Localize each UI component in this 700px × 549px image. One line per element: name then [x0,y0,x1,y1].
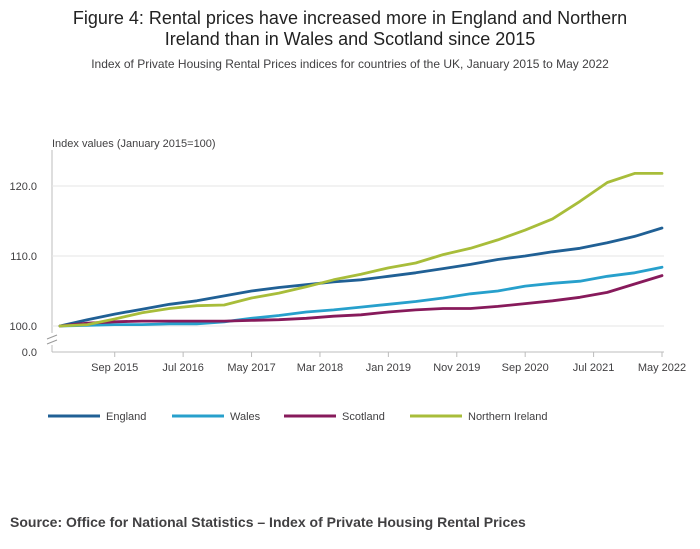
x-tick-label: Sep 2020 [502,362,549,374]
y-tick-label: 120.0 [9,181,37,193]
axis-break-mark [46,339,58,345]
x-tick-label: May 2022 [638,362,686,374]
x-tick-label: Jul 2021 [573,362,615,374]
legend-label-wales: Wales [230,411,261,423]
series-line-england [58,226,664,328]
legend-label-england: England [106,411,146,423]
x-tick-label: Sep 2015 [91,362,138,374]
x-tick-label: Jul 2016 [162,362,204,374]
series-line-northern-ireland [58,171,664,328]
x-tick-label: Nov 2019 [433,362,480,374]
series-line-scotland [58,274,664,328]
y-tick-label: 100.0 [9,321,37,333]
chart-title-line-2: Ireland than in Wales and Scotland since… [164,29,536,49]
x-tick-label: Jan 2019 [366,362,411,374]
legend-label-scotland: Scotland [342,411,385,423]
chart-subtitle: Index of Private Housing Rental Prices i… [91,57,609,71]
x-tick-label: Mar 2018 [297,362,343,374]
source-note: Source: Office for National Statistics –… [10,514,526,530]
y-tick-label: 0.0 [22,347,37,359]
y-tick-label: 110.0 [10,251,37,263]
legend-label-northern-ireland: Northern Ireland [468,411,548,423]
series-line-wales [58,265,664,328]
axis-break-mark [46,334,58,340]
chart-title: Figure 4: Rental prices have increased m… [0,8,700,50]
x-tick-label: May 2017 [227,362,275,374]
y-axis-label: Index values (January 2015=100) [52,138,216,150]
chart-title-line-1: Figure 4: Rental prices have increased m… [72,8,628,28]
